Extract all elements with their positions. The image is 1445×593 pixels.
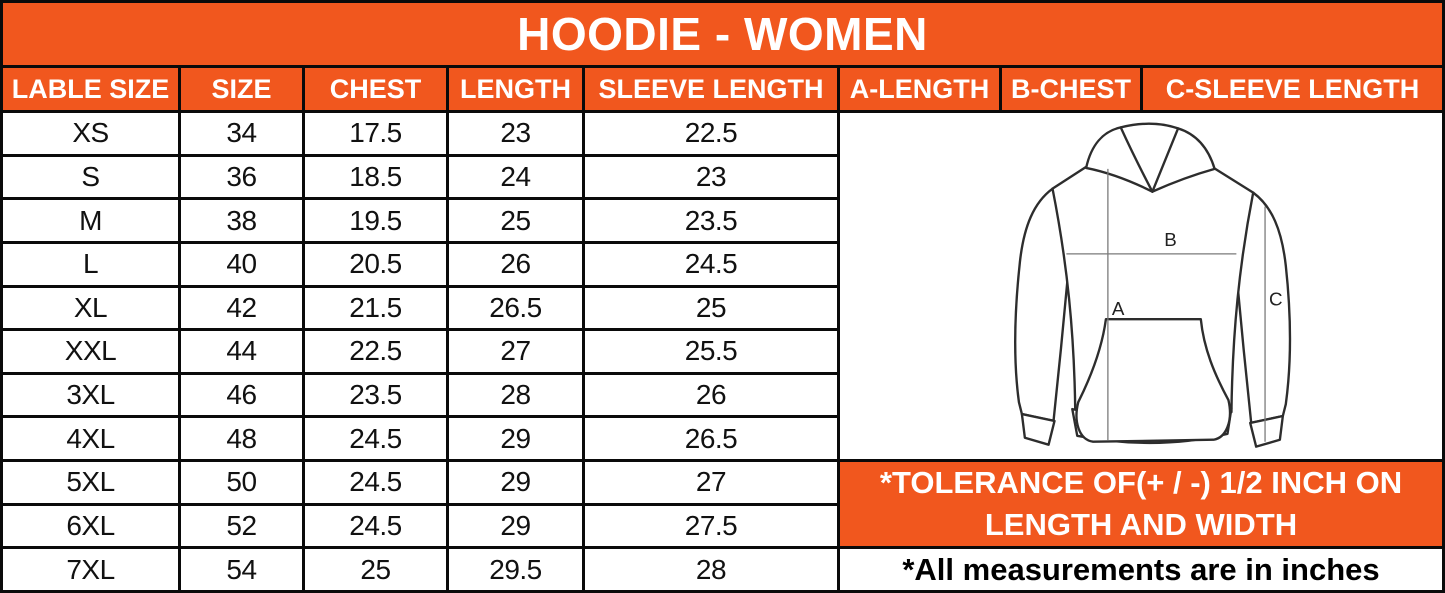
table-cell-lable-size-row6: XXL bbox=[3, 331, 178, 372]
column-header-lable-size: LABLE SIZE bbox=[3, 68, 178, 110]
hoodie-right-sleeve bbox=[1233, 191, 1292, 425]
table-cell-size-row9: 50 bbox=[181, 462, 302, 503]
table-cell-lable-size-row7: 3XL bbox=[3, 374, 178, 416]
table-cell-sleeve-length-row11: 28 bbox=[585, 549, 837, 590]
column-header-chest: CHEST bbox=[305, 68, 446, 110]
table-cell-size-row8: 48 bbox=[181, 418, 302, 460]
column-header-c-sleeve-length: C-SLEEVE LENGTH bbox=[1143, 68, 1442, 110]
table-cell-length-row8: 29 bbox=[449, 418, 582, 460]
hoodie-illustration: A B C bbox=[1014, 122, 1292, 448]
table-cell-chest-row8: 24.5 bbox=[305, 418, 446, 460]
hoodie-right-cuff bbox=[1249, 414, 1285, 448]
table-cell-chest-row9: 24.5 bbox=[305, 462, 446, 503]
hoodie-left-sleeve bbox=[1014, 187, 1072, 423]
table-cell-size-row10: 52 bbox=[181, 505, 302, 547]
units-note: *All measurements are in inches bbox=[840, 549, 1442, 590]
table-cell-chest-row3: 19.5 bbox=[305, 200, 446, 241]
table-cell-sleeve-length-row8: 26.5 bbox=[585, 418, 837, 460]
table-cell-length-row3: 25 bbox=[449, 200, 582, 241]
table-cell-chest-row4: 20.5 bbox=[305, 243, 446, 285]
table-cell-length-row2: 24 bbox=[449, 156, 582, 198]
table-cell-sleeve-length-row1: 22.5 bbox=[585, 113, 837, 154]
table-cell-sleeve-length-row3: 23.5 bbox=[585, 200, 837, 241]
table-cell-chest-row5: 21.5 bbox=[305, 287, 446, 329]
table-cell-lable-size-row5: XL bbox=[3, 287, 178, 329]
table-cell-lable-size-row8: 4XL bbox=[3, 418, 178, 460]
column-header-b-chest: B-CHEST bbox=[1002, 68, 1140, 110]
table-cell-lable-size-row2: S bbox=[3, 156, 178, 198]
table-cell-sleeve-length-row7: 26 bbox=[585, 374, 837, 416]
table-cell-chest-row1: 17.5 bbox=[305, 113, 446, 154]
column-header-length: LENGTH bbox=[449, 68, 582, 110]
table-cell-size-row6: 44 bbox=[181, 331, 302, 372]
table-cell-length-row10: 29 bbox=[449, 505, 582, 547]
table-cell-length-row7: 28 bbox=[449, 374, 582, 416]
measurement-label-c: C bbox=[1269, 288, 1283, 309]
table-cell-sleeve-length-row5: 25 bbox=[585, 287, 837, 329]
measurement-label-a: A bbox=[1112, 298, 1125, 319]
table-cell-sleeve-length-row10: 27.5 bbox=[585, 505, 837, 547]
measurement-label-b: B bbox=[1164, 229, 1177, 250]
tolerance-note: *TOLERANCE OF(+ / -) 1/2 INCH ON LENGTH … bbox=[840, 462, 1442, 547]
table-cell-sleeve-length-row6: 25.5 bbox=[585, 331, 837, 372]
table-cell-lable-size-row10: 6XL bbox=[3, 505, 178, 547]
hoodie-hood-fold-right bbox=[1151, 127, 1180, 193]
column-header-a-length: A-LENGTH bbox=[840, 68, 999, 110]
table-cell-length-row6: 27 bbox=[449, 331, 582, 372]
hoodie-hood bbox=[1084, 122, 1216, 193]
table-cell-lable-size-row4: L bbox=[3, 243, 178, 285]
table-cell-length-row9: 29 bbox=[449, 462, 582, 503]
table-cell-sleeve-length-row9: 27 bbox=[585, 462, 837, 503]
table-cell-sleeve-length-row2: 23 bbox=[585, 156, 837, 198]
table-cell-size-row4: 40 bbox=[181, 243, 302, 285]
table-cell-chest-row7: 23.5 bbox=[305, 374, 446, 416]
table-cell-chest-row2: 18.5 bbox=[305, 156, 446, 198]
table-cell-chest-row11: 25 bbox=[305, 549, 446, 590]
table-cell-size-row7: 46 bbox=[181, 374, 302, 416]
table-cell-size-row11: 54 bbox=[181, 549, 302, 590]
page-title: HOODIE - WOMEN bbox=[3, 3, 1442, 65]
table-cell-lable-size-row3: M bbox=[3, 200, 178, 241]
hoodie-diagram-panel: A B C bbox=[840, 113, 1442, 460]
table-cell-size-row2: 36 bbox=[181, 156, 302, 198]
hoodie-left-cuff bbox=[1020, 412, 1056, 446]
table-cell-size-row3: 38 bbox=[181, 200, 302, 241]
table-cell-length-row1: 23 bbox=[449, 113, 582, 154]
table-cell-length-row11: 29.5 bbox=[449, 549, 582, 590]
column-header-size: SIZE bbox=[181, 68, 302, 110]
table-cell-chest-row6: 22.5 bbox=[305, 331, 446, 372]
table-cell-lable-size-row11: 7XL bbox=[3, 549, 178, 590]
table-cell-sleeve-length-row4: 24.5 bbox=[585, 243, 837, 285]
table-cell-length-row5: 26.5 bbox=[449, 287, 582, 329]
hoodie-pocket bbox=[1075, 317, 1232, 443]
table-cell-length-row4: 26 bbox=[449, 243, 582, 285]
table-cell-size-row5: 42 bbox=[181, 287, 302, 329]
column-header-sleeve-length: SLEEVE LENGTH bbox=[585, 68, 837, 110]
table-cell-lable-size-row9: 5XL bbox=[3, 462, 178, 503]
table-cell-size-row1: 34 bbox=[181, 113, 302, 154]
table-cell-lable-size-row1: XS bbox=[3, 113, 178, 154]
table-cell-chest-row10: 24.5 bbox=[305, 505, 446, 547]
hoodie-hood-fold-left bbox=[1119, 126, 1154, 193]
